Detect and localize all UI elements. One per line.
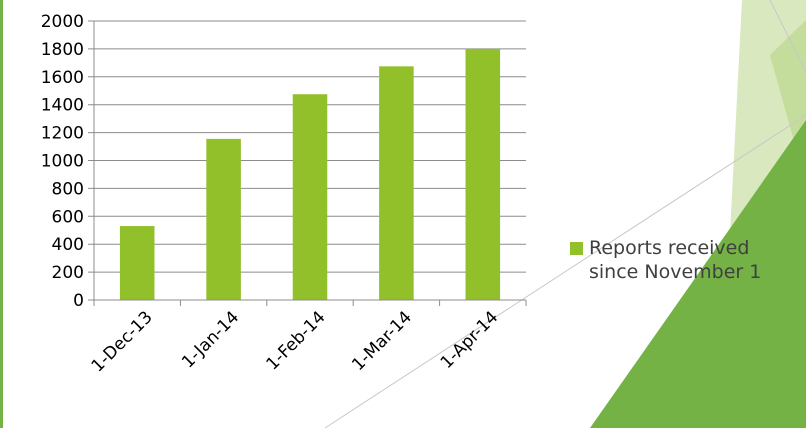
- x-tick-label: 1-Mar-14: [348, 307, 416, 375]
- x-tick-labels: 1-Dec-13 1-Jan-14 1-Feb-14 1-Mar-14 1-Apr-14: [88, 307, 503, 376]
- x-tick-label: 1-Apr-14: [437, 307, 503, 373]
- bar: [379, 66, 414, 301]
- bar: [206, 138, 241, 300]
- x-tick-label: 1-Jan-14: [178, 307, 243, 372]
- y-tick-label: 1600: [41, 68, 84, 88]
- axes: [93, 21, 527, 306]
- y-tick-label: 800: [52, 179, 84, 199]
- bars: [119, 48, 501, 301]
- legend-label-line1: Reports received: [589, 237, 750, 259]
- decorative-line: [324, 114, 806, 428]
- legend-entry: Reports received: [570, 236, 761, 260]
- legend-swatch: [570, 241, 583, 255]
- y-tick-label: 400: [52, 235, 84, 255]
- dark-green-facet: [590, 120, 806, 428]
- x-tick-label: 1-Dec-13: [88, 307, 157, 376]
- y-tick-label: 1000: [41, 152, 84, 172]
- legend-label-line2: since November 1: [589, 261, 762, 283]
- y-tick-label: 2000: [41, 12, 84, 32]
- bar: [119, 226, 155, 300]
- y-tick-label: 1800: [41, 40, 84, 60]
- y-tick-label: 600: [52, 207, 84, 227]
- y-tick-label: 0: [73, 291, 84, 311]
- left-border-stripe: [0, 0, 3, 428]
- y-tick-label: 1200: [41, 124, 84, 144]
- y-tick-labels: 0 200 400 600 800 1000 1200 1400 1600 1800 2000: [41, 12, 84, 311]
- x-tick-label: 1-Feb-14: [262, 307, 329, 374]
- y-tick-label: 1400: [41, 96, 84, 116]
- mid-green-facet: [770, 20, 806, 145]
- chart-legend: Reports received since November 1: [570, 236, 761, 284]
- y-tick-label: 200: [52, 263, 84, 283]
- decorative-line-2: [769, 0, 806, 73]
- bar: [465, 48, 501, 301]
- bar: [292, 94, 328, 300]
